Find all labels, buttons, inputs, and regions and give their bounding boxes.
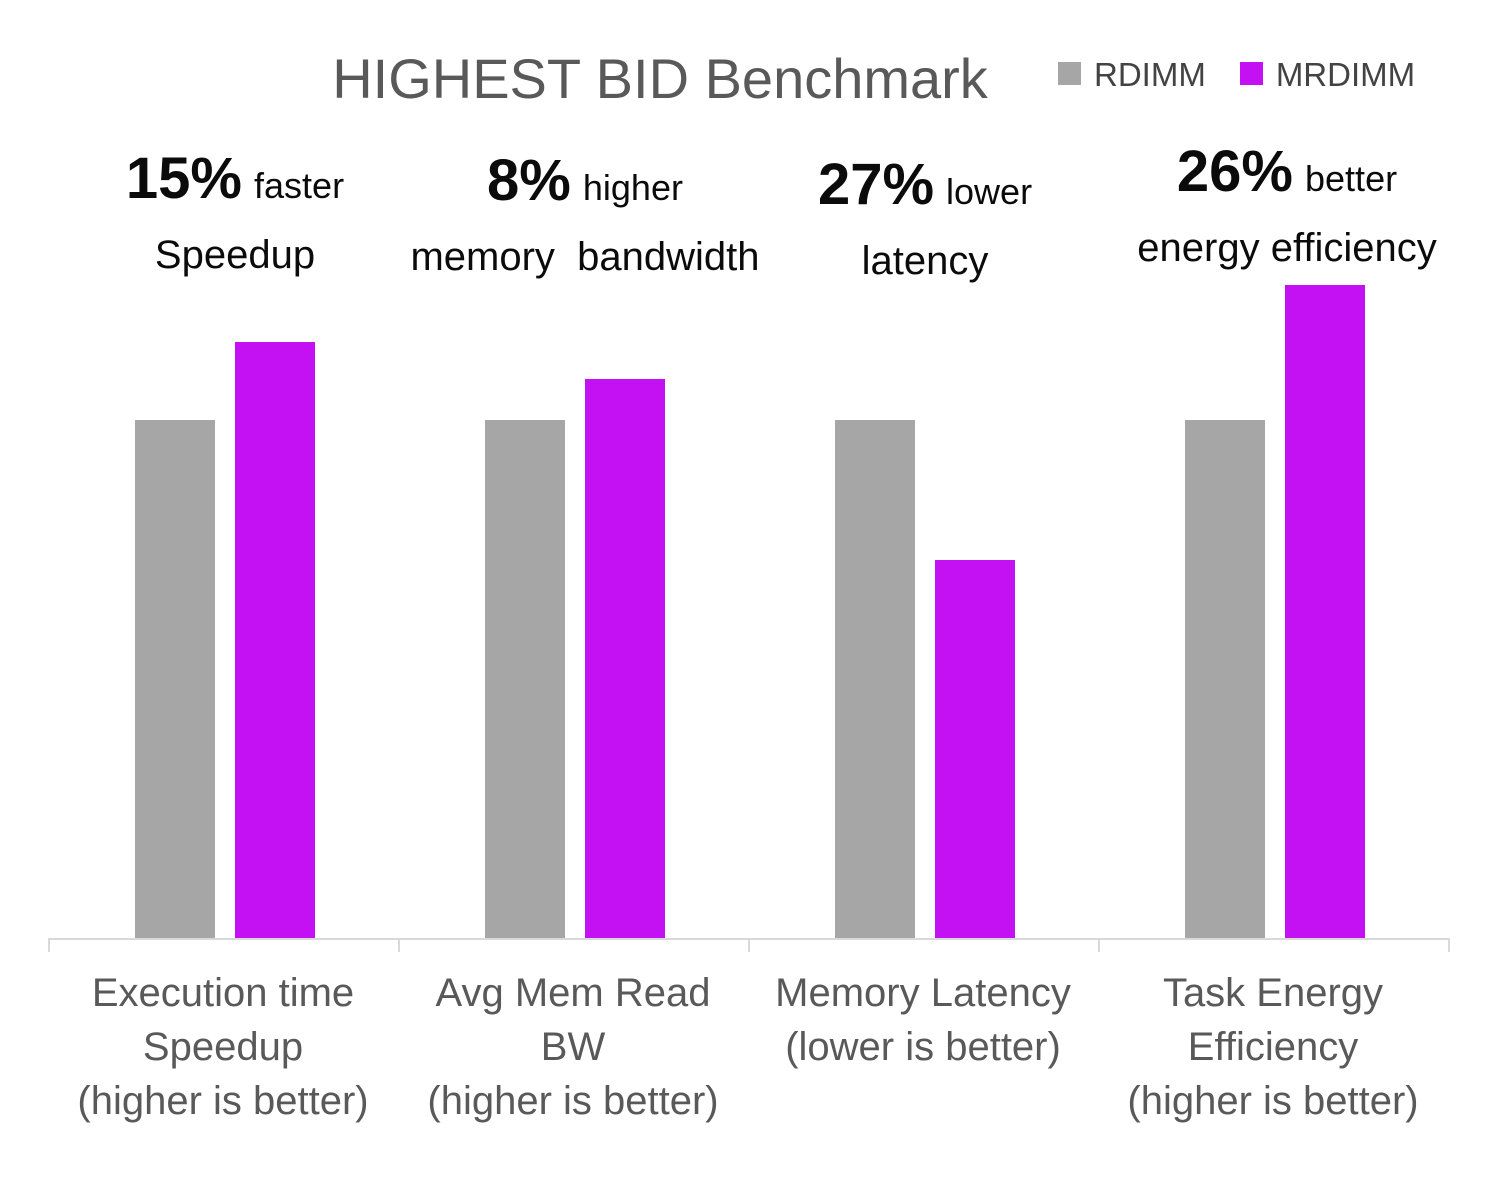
x-axis-label: Task Energy Efficiency (higher is better) bbox=[1098, 966, 1448, 1128]
x-axis-label-line: (higher is better) bbox=[1127, 1079, 1419, 1123]
annotation-suffix: lower bbox=[946, 171, 1033, 212]
annotation-value: 26% bbox=[1176, 139, 1294, 204]
legend-item-mrdimm: MRDIMM bbox=[1239, 56, 1416, 93]
x-axis-tick bbox=[1448, 938, 1450, 952]
annotation: 8% higher memory bandwidth bbox=[395, 152, 775, 280]
rdimm-swatch-icon bbox=[1058, 62, 1081, 85]
legend: RDIMM MRDIMM bbox=[1058, 58, 1415, 91]
rdimm-bar bbox=[485, 420, 565, 938]
annotation: 27% lower latency bbox=[735, 156, 1115, 284]
x-axis-label-line: Avg Mem Read BW bbox=[435, 971, 711, 1069]
mrdimm-bar bbox=[1285, 285, 1365, 938]
rdimm-bar bbox=[1185, 420, 1265, 938]
x-axis-label: Avg Mem Read BW (higher is better) bbox=[398, 966, 748, 1128]
x-axis-label-line: Execution time bbox=[91, 971, 355, 1015]
annotation-line2: memory bandwidth bbox=[410, 235, 760, 279]
x-axis-label-line: (lower is better) bbox=[785, 1025, 1061, 1069]
annotation-value: 27% bbox=[817, 152, 935, 217]
mrdimm-bar bbox=[585, 379, 665, 938]
x-axis-label-line: Speedup bbox=[142, 1025, 304, 1069]
mrdimm-swatch-icon bbox=[1239, 62, 1263, 85]
x-axis-label-line: (higher is better) bbox=[77, 1079, 369, 1123]
x-axis-label-line: (higher is better) bbox=[427, 1079, 719, 1123]
annotation-line2: Speedup bbox=[154, 233, 316, 277]
annotation-suffix: faster bbox=[254, 165, 345, 206]
x-axis-label-line: Efficiency bbox=[1187, 1025, 1359, 1069]
annotation: 15% faster Speedup bbox=[45, 150, 425, 278]
annotation-suffix: better bbox=[1305, 158, 1398, 199]
chart-title: HIGHEST BID Benchmark bbox=[332, 47, 988, 110]
annotation-line2: latency bbox=[861, 239, 989, 283]
rdimm-bar bbox=[835, 420, 915, 938]
mrdimm-bar bbox=[235, 342, 315, 938]
x-axis-tick bbox=[398, 938, 400, 952]
annotation-value: 15% bbox=[125, 146, 243, 211]
legend-label-mrdimm: MRDIMM bbox=[1275, 56, 1416, 93]
x-axis-label-line: Task Energy bbox=[1162, 971, 1384, 1015]
x-axis-tick bbox=[748, 938, 750, 952]
x-axis-label: Execution time Speedup (higher is better) bbox=[48, 966, 398, 1128]
x-axis-tick bbox=[1098, 938, 1100, 952]
legend-item-rdimm: RDIMM bbox=[1058, 58, 1206, 91]
x-axis-label-line: Memory Latency bbox=[775, 971, 1071, 1015]
annotation-line2: energy efficiency bbox=[1137, 226, 1437, 270]
legend-label-rdimm: RDIMM bbox=[1094, 56, 1206, 93]
annotation-suffix: higher bbox=[582, 167, 683, 208]
x-axis-tick bbox=[48, 938, 50, 952]
annotation-value: 8% bbox=[487, 148, 571, 213]
mrdimm-bar bbox=[935, 560, 1015, 938]
rdimm-bar bbox=[135, 420, 215, 938]
x-axis-label: Memory Latency (lower is better) bbox=[748, 966, 1098, 1074]
annotation: 26% better energy efficiency bbox=[1097, 143, 1477, 271]
